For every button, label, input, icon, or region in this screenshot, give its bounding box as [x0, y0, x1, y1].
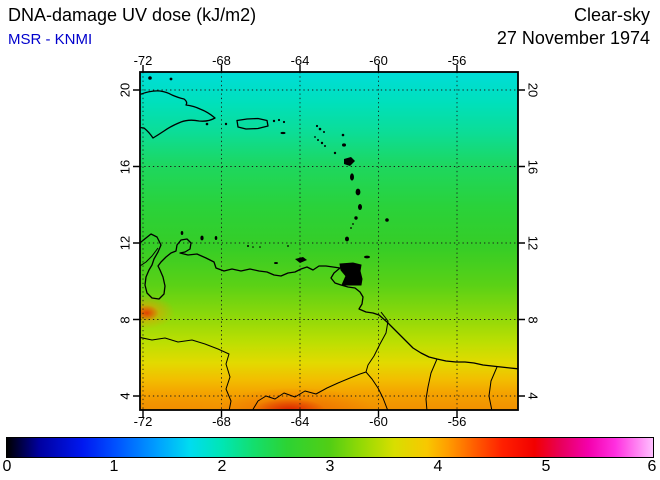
lat-tick-label-left: 12: [117, 235, 133, 251]
colorbar-tick-label: 1: [109, 458, 119, 475]
coastlines: [140, 90, 518, 370]
lon-tick-label-bottom: -72: [133, 414, 153, 429]
colorbar-tick-label: 3: [325, 458, 335, 475]
lat-tick-label-right: 8: [525, 315, 541, 324]
date-label: 27 November 1974: [496, 28, 650, 48]
lon-tick-label-top: -56: [447, 53, 467, 68]
lat-tick-label-left: 4: [117, 392, 133, 400]
colorbar-tick-label: 2: [217, 458, 227, 475]
lon-tick-label-top: -60: [369, 53, 388, 68]
axis-tick-marks: [133, 65, 525, 417]
lat-tick-label-right: 16: [525, 159, 541, 174]
country-borders: [140, 247, 498, 410]
lat-tick-label-left: 16: [117, 159, 133, 174]
grid-lines: [140, 72, 518, 410]
map-frame: [139, 71, 519, 411]
lat-tick-label-right: 12: [525, 235, 541, 251]
uv-dose-color-field: [140, 72, 518, 410]
page-title: DNA-damage UV dose (kJ/m2): [8, 5, 257, 25]
sky-condition-label: Clear-sky: [573, 5, 650, 25]
lat-tick-label-right: 4: [525, 392, 541, 400]
lon-tick-label-bottom: -60: [369, 414, 388, 429]
lon-tick-label-top: -68: [212, 53, 231, 68]
colorbar-tick-label: 5: [541, 458, 551, 475]
coastline-trinidad: [339, 262, 363, 286]
colorbar-tick-label: 6: [647, 458, 657, 475]
coastline-south-america: [140, 233, 518, 370]
colorbar-tick-label: 4: [433, 458, 443, 475]
colorbar: [6, 437, 654, 458]
lat-tick-label-left: 8: [117, 315, 133, 324]
lat-tick-label-right: 20: [525, 82, 541, 98]
coastline-puerto-rico: [236, 117, 269, 130]
lon-tick-label-bottom: -64: [290, 414, 310, 429]
small-islands: [148, 76, 389, 264]
lat-tick-label-left: 20: [117, 82, 133, 98]
data-source-label: MSR - KNMI: [8, 31, 93, 48]
colorbar-tick-label: 0: [2, 458, 12, 475]
lon-tick-label-bottom: -68: [212, 414, 231, 429]
lon-tick-label-bottom: -56: [447, 414, 467, 429]
coastline-hispaniola: [140, 90, 216, 139]
lon-tick-label-top: -72: [133, 53, 153, 68]
lon-tick-label-top: -64: [290, 53, 310, 68]
